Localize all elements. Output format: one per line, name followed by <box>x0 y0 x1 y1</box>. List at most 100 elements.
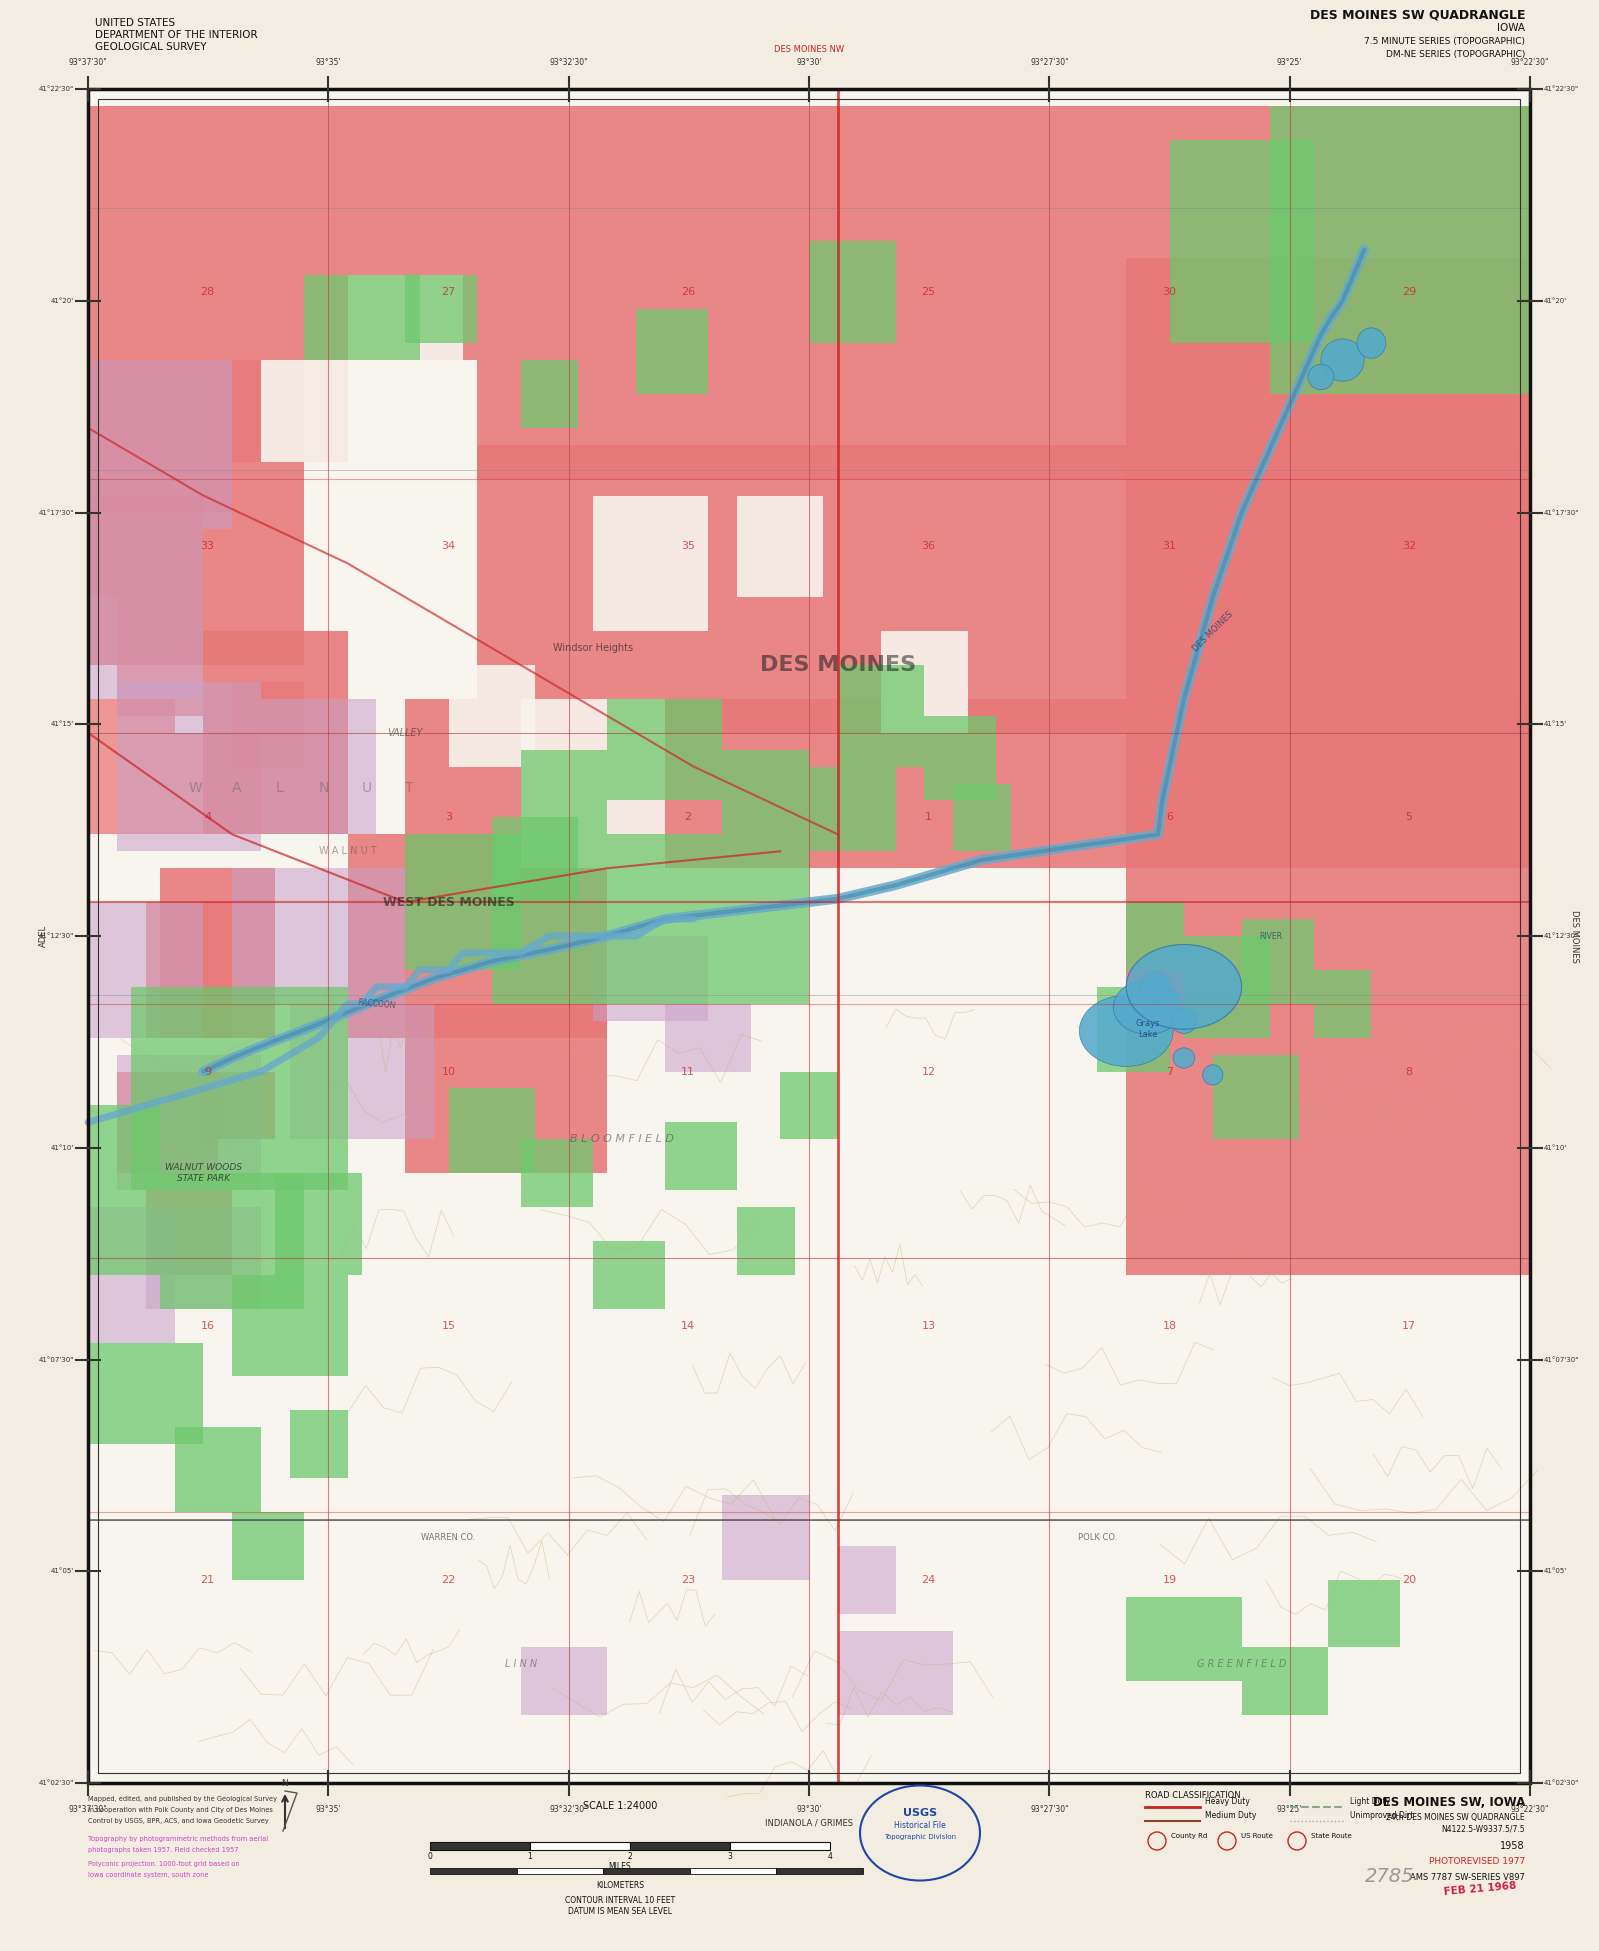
Bar <box>405 1003 608 1173</box>
Ellipse shape <box>1140 972 1169 1003</box>
Text: 16: 16 <box>201 1321 214 1331</box>
Text: Heavy Duty: Heavy Duty <box>1206 1797 1250 1807</box>
Text: 36: 36 <box>921 540 935 552</box>
Bar <box>289 1003 433 1139</box>
Bar <box>232 1512 304 1580</box>
Bar <box>1212 1055 1300 1139</box>
Bar <box>529 1842 630 1850</box>
Text: 9: 9 <box>205 1067 211 1077</box>
Bar <box>88 361 232 529</box>
Bar <box>630 1842 731 1850</box>
Text: FEB 21 1968: FEB 21 1968 <box>1444 1881 1517 1896</box>
Text: 4: 4 <box>828 1851 833 1861</box>
Bar <box>117 683 261 851</box>
Text: 93°27'30": 93°27'30" <box>1030 1805 1068 1814</box>
Text: 41°15': 41°15' <box>1545 722 1567 728</box>
Text: 35: 35 <box>681 540 696 552</box>
Text: 0: 0 <box>427 1851 432 1861</box>
Text: Historical File: Historical File <box>894 1820 947 1830</box>
Text: DES MOINES SW, IOWA: DES MOINES SW, IOWA <box>1372 1797 1525 1809</box>
Text: 33: 33 <box>201 540 214 552</box>
Bar <box>1241 1647 1329 1715</box>
Bar <box>131 987 347 1190</box>
Text: 93°37'30": 93°37'30" <box>69 1805 107 1814</box>
Text: 3: 3 <box>445 812 453 823</box>
Bar <box>492 835 809 1003</box>
Text: DATUM IS MEAN SEA LEVEL: DATUM IS MEAN SEA LEVEL <box>568 1906 672 1916</box>
Bar <box>430 1842 529 1850</box>
Bar <box>88 529 203 698</box>
Text: 34: 34 <box>441 540 456 552</box>
Bar <box>1329 1580 1401 1647</box>
Ellipse shape <box>1174 1048 1194 1067</box>
Text: 24: 24 <box>921 1574 935 1584</box>
Bar <box>88 1342 203 1444</box>
Bar <box>448 665 536 767</box>
Text: 8: 8 <box>1406 1067 1412 1077</box>
Text: UNITED STATES: UNITED STATES <box>94 18 176 27</box>
Ellipse shape <box>1113 979 1183 1034</box>
Text: L I N N: L I N N <box>505 1660 537 1670</box>
Bar <box>1169 140 1314 343</box>
Bar <box>88 1106 160 1274</box>
Bar <box>304 275 419 361</box>
Bar <box>160 868 275 1038</box>
Text: CONTOUR INTERVAL 10 FEET: CONTOUR INTERVAL 10 FEET <box>564 1896 675 1904</box>
Text: 41°22'30": 41°22'30" <box>38 86 74 92</box>
Text: Iowa coordinate system, south zone: Iowa coordinate system, south zone <box>88 1873 208 1879</box>
Bar <box>98 100 1521 1773</box>
Text: 22: 22 <box>441 1574 456 1584</box>
Text: 41°07'30": 41°07'30" <box>1545 1356 1580 1362</box>
Text: 41°05': 41°05' <box>51 1569 74 1574</box>
Text: 93°27'30": 93°27'30" <box>1030 59 1068 66</box>
Bar <box>723 749 809 835</box>
Text: 41°10': 41°10' <box>51 1145 74 1151</box>
Bar <box>405 835 521 970</box>
Text: ROAD CLASSIFICATION: ROAD CLASSIFICATION <box>1145 1791 1241 1801</box>
Bar <box>838 1631 953 1715</box>
Text: DES MOINES SW QUADRANGLE: DES MOINES SW QUADRANGLE <box>1310 8 1525 21</box>
Bar <box>88 90 1530 1783</box>
Text: 93°32'30": 93°32'30" <box>550 1805 588 1814</box>
Text: Grays
Lake: Grays Lake <box>1135 1020 1161 1038</box>
Text: Windsor Heights: Windsor Heights <box>553 644 633 654</box>
Bar <box>516 1867 603 1875</box>
Text: RIVER: RIVER <box>1258 931 1282 940</box>
Bar <box>117 597 203 716</box>
Bar <box>88 901 203 1038</box>
Ellipse shape <box>1079 995 1174 1067</box>
Bar <box>88 496 203 597</box>
Text: 2: 2 <box>684 812 691 823</box>
Text: USGS: USGS <box>903 1809 937 1818</box>
Bar <box>1097 987 1169 1071</box>
Bar <box>232 868 405 1003</box>
Text: 21: 21 <box>200 1574 214 1584</box>
Bar <box>838 665 924 767</box>
Ellipse shape <box>1321 339 1364 380</box>
Bar <box>809 767 895 851</box>
Text: RACCOON: RACCOON <box>357 997 397 1011</box>
Bar <box>347 275 464 361</box>
Text: 20: 20 <box>1402 1574 1417 1584</box>
Bar <box>737 1208 795 1274</box>
Bar <box>261 698 376 835</box>
Bar <box>88 90 1530 1783</box>
Text: U: U <box>361 780 373 794</box>
Text: 41°12'30": 41°12'30" <box>38 933 74 938</box>
Text: 41°02'30": 41°02'30" <box>1545 1779 1580 1785</box>
Text: 1: 1 <box>528 1851 532 1861</box>
Text: 28: 28 <box>200 287 214 297</box>
Text: KILOMETERS: KILOMETERS <box>596 1881 644 1891</box>
Text: L: L <box>275 780 283 794</box>
Text: in cooperation with Polk County and City of Des Moines: in cooperation with Polk County and City… <box>88 1807 273 1812</box>
Text: photographs taken 1957. Field checked 1957: photographs taken 1957. Field checked 19… <box>88 1848 238 1853</box>
Bar <box>521 749 608 835</box>
Text: A: A <box>232 780 241 794</box>
Text: 41°20': 41°20' <box>1545 299 1567 304</box>
Text: 14: 14 <box>681 1321 696 1331</box>
Bar <box>146 1190 232 1274</box>
Text: State Route: State Route <box>1311 1834 1351 1840</box>
Text: DEPARTMENT OF THE INTERIOR: DEPARTMENT OF THE INTERIOR <box>94 29 257 41</box>
Bar <box>232 683 304 767</box>
Text: 93°35': 93°35' <box>315 59 341 66</box>
